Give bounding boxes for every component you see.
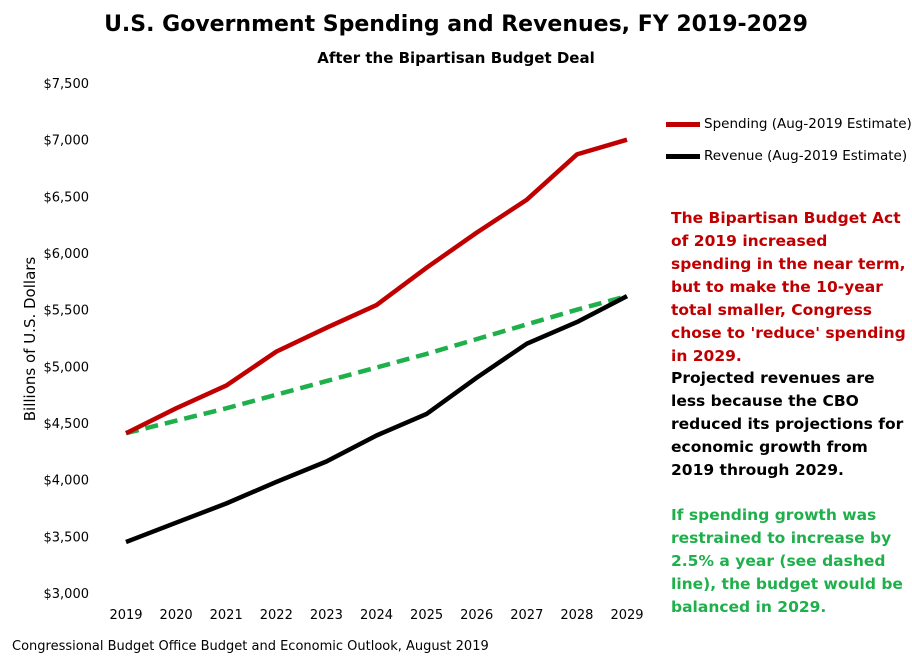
- x-tick-label: 2022: [260, 608, 293, 623]
- y-tick-label: $3,000: [44, 587, 90, 602]
- legend-label-spending: Spending (Aug-2019 Estimate): [704, 116, 912, 132]
- legend-swatch-spending: [666, 121, 700, 127]
- legend-swatch-revenue: [666, 153, 700, 159]
- series-line-revenue: [125, 294, 629, 545]
- x-axis-ticks: 2019 2020 2021 2022 2023 2024 2025 2026 2027 2028…: [109, 608, 643, 623]
- x-tick-label: 2028: [560, 608, 593, 623]
- y-tick-label: $5,000: [44, 360, 90, 375]
- y-tick-label: $7,000: [44, 134, 90, 149]
- annotation-restrained: If spending growth was restrained to inc…: [671, 506, 903, 616]
- series-line-restrained: [125, 293, 628, 436]
- y-tick-label: $7,500: [44, 77, 90, 92]
- annotation-revenue: Projected revenues are less because the …: [671, 369, 904, 479]
- chart-source: Congressional Budget Office Budget and E…: [12, 639, 489, 654]
- y-tick-label: $6,000: [44, 247, 90, 262]
- chart-title: U.S. Government Spending and Revenues, F…: [104, 12, 808, 37]
- x-tick-label: 2026: [460, 608, 493, 623]
- y-tick-label: $5,500: [44, 304, 90, 319]
- annotation-spending: The Bipartisan Budget Act of 2019 increa…: [671, 209, 906, 365]
- legend-item-revenue: Revenue (Aug-2019 Estimate): [666, 140, 912, 172]
- y-axis-label: Billions of U.S. Dollars: [21, 257, 39, 422]
- x-tick-label: 2024: [360, 608, 393, 623]
- legend-item-spending: Spending (Aug-2019 Estimate): [666, 108, 912, 140]
- x-tick-label: 2027: [510, 608, 543, 623]
- x-tick-label: 2029: [610, 608, 643, 623]
- series-line-spending: [124, 137, 628, 436]
- legend: Spending (Aug-2019 Estimate) Revenue (Au…: [666, 108, 912, 172]
- x-tick-label: 2025: [410, 608, 443, 623]
- chart-subtitle: After the Bipartisan Budget Deal: [317, 49, 595, 67]
- x-tick-label: 2021: [210, 608, 243, 623]
- y-tick-label: $4,500: [44, 417, 90, 432]
- x-tick-label: 2019: [109, 608, 142, 623]
- x-tick-label: 2023: [310, 608, 343, 623]
- legend-label-revenue: Revenue (Aug-2019 Estimate): [704, 148, 908, 164]
- x-tick-label: 2020: [160, 608, 193, 623]
- y-axis-ticks: $3,000 $3,500 $4,000 $4,500 $5,000 $5,500 $6,0…: [44, 77, 90, 602]
- y-tick-label: $4,000: [44, 474, 90, 489]
- y-tick-label: $6,500: [44, 190, 90, 205]
- series-lines: [124, 137, 629, 545]
- y-tick-label: $3,500: [44, 530, 90, 545]
